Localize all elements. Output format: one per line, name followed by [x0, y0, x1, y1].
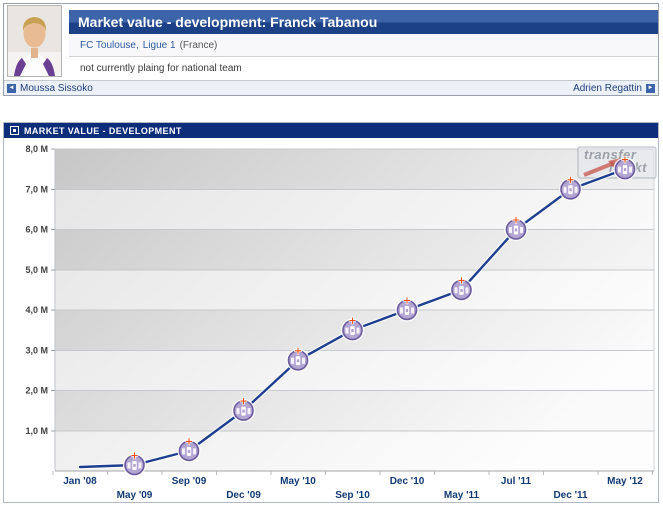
crest-detail — [460, 288, 463, 292]
data-point-marker[interactable] — [504, 216, 528, 242]
section-square-icon — [10, 126, 19, 135]
player-photo-placeholder — [8, 6, 61, 76]
prev-player-link[interactable]: Moussa Sissoko — [20, 82, 93, 94]
crest-right-bar — [247, 408, 251, 415]
x-axis-label: Sep '10 — [335, 490, 370, 501]
y-axis-label: 4,0 M — [25, 305, 48, 315]
crest-detail — [242, 409, 245, 413]
plus-icon — [621, 155, 629, 164]
x-axis-label: Jan '08 — [63, 476, 97, 487]
watermark-arrow-icon — [583, 161, 615, 177]
page-title-bar: Market value - development: Franck Taban… — [69, 10, 658, 34]
market-value-chart-panel: MARKET VALUE - DEVELOPMENT 8,0 M 7,0 M 6,0… — [3, 122, 659, 503]
x-axis-label: Dec '09 — [226, 490, 261, 501]
data-point-marker[interactable] — [286, 347, 310, 372]
plus-icon — [185, 437, 193, 446]
crest-left-bar — [618, 166, 621, 173]
y-axis-label: 2,0 M — [25, 386, 48, 396]
plus-icon — [457, 276, 466, 285]
y-axis-label: 7,0 M — [25, 184, 48, 194]
data-point-marker[interactable] — [177, 437, 201, 463]
x-axis-label: May '11 — [444, 490, 480, 501]
x-axis-label: Dec '10 — [390, 476, 425, 487]
crest-detail — [405, 309, 409, 312]
next-player-link[interactable]: Adrien Regattin — [573, 82, 642, 94]
crest-left-bar — [127, 462, 131, 469]
crest-detail — [623, 168, 627, 172]
prev-arrow-icon[interactable]: ◄ — [7, 83, 16, 93]
chart-section-header: MARKET VALUE - DEVELOPMENT — [4, 123, 658, 138]
crest-left-bar — [454, 287, 458, 294]
crest-left-bar — [400, 307, 403, 314]
crest-right-bar — [520, 227, 523, 233]
crest-right-bar — [138, 462, 142, 469]
plus-icon — [294, 347, 302, 355]
data-point-marker[interactable] — [613, 155, 637, 181]
y-axis-label: 1,0 M — [25, 426, 48, 436]
x-axis-label: Dec '11 — [553, 490, 588, 501]
y-axis-label: 3,0 M — [25, 345, 48, 355]
club-link[interactable]: FC Toulouse, — [80, 40, 139, 51]
page-title: Market value - development: Franck Taban… — [78, 14, 378, 30]
data-point-marker[interactable] — [449, 276, 474, 302]
plus-icon — [130, 451, 139, 460]
plus-icon — [403, 296, 411, 305]
crest-right-bar — [465, 287, 469, 294]
player-nav-bar: ◄ Moussa Sissoko Adrien Regattin ► — [4, 80, 658, 95]
plus-icon — [239, 397, 248, 405]
crest-detail — [514, 228, 518, 232]
plus-icon — [348, 316, 357, 325]
crest-detail — [569, 188, 572, 192]
crest-left-bar — [509, 227, 512, 233]
data-point-marker[interactable] — [231, 397, 256, 423]
crest-right-bar — [302, 357, 305, 364]
data-point-marker[interactable] — [340, 316, 365, 342]
x-axis-label: May '12 — [607, 476, 643, 487]
crest-detail — [133, 464, 136, 467]
y-axis-label: 5,0 M — [25, 265, 48, 275]
crest-left-bar — [291, 357, 294, 364]
crest-right-bar — [574, 186, 578, 193]
next-arrow-icon[interactable]: ► — [646, 83, 655, 93]
plus-icon — [512, 216, 520, 224]
chart-section-title: MARKET VALUE - DEVELOPMENT — [24, 125, 182, 136]
national-team-status-row: not currently plaing for national team — [69, 57, 658, 80]
crest-left-bar — [182, 448, 185, 455]
league-link[interactable]: Ligue 1 — [142, 40, 176, 51]
plus-icon — [566, 176, 575, 184]
country-label: (France) — [179, 40, 218, 51]
market-value-chart: 8,0 M 7,0 M 6,0 M 5,0 M 4,0 M 3,0 M 2,0 M 1,0 M… — [25, 144, 657, 501]
data-point-marker[interactable] — [395, 296, 419, 322]
y-axis-label: 8,0 M — [25, 144, 48, 154]
crest-detail — [351, 329, 354, 333]
data-point-marker[interactable] — [122, 451, 147, 477]
crest-right-bar — [356, 327, 360, 334]
crest-right-bar — [193, 448, 196, 455]
crest-left-bar — [563, 186, 567, 193]
x-axis-label: May '09 — [117, 490, 153, 501]
data-point-marker[interactable] — [558, 176, 583, 201]
player-photo — [7, 5, 62, 77]
national-team-status: not currently plaing for national team — [80, 63, 242, 74]
crest-detail — [187, 449, 191, 453]
crest-left-bar — [345, 327, 349, 334]
player-header: Market value - development: Franck Taban… — [3, 3, 659, 96]
crest-detail — [296, 359, 300, 363]
crest-left-bar — [236, 408, 240, 415]
x-axis-label: Jul '11 — [501, 476, 532, 487]
y-axis-label: 6,0 M — [25, 225, 48, 235]
x-axis-label: Sep '09 — [172, 476, 207, 487]
club-info-row: FC Toulouse, Ligue 1 (France) — [69, 34, 658, 57]
crest-right-bar — [629, 166, 632, 173]
x-axis-label: May '10 — [280, 476, 316, 487]
crest-right-bar — [411, 307, 414, 314]
